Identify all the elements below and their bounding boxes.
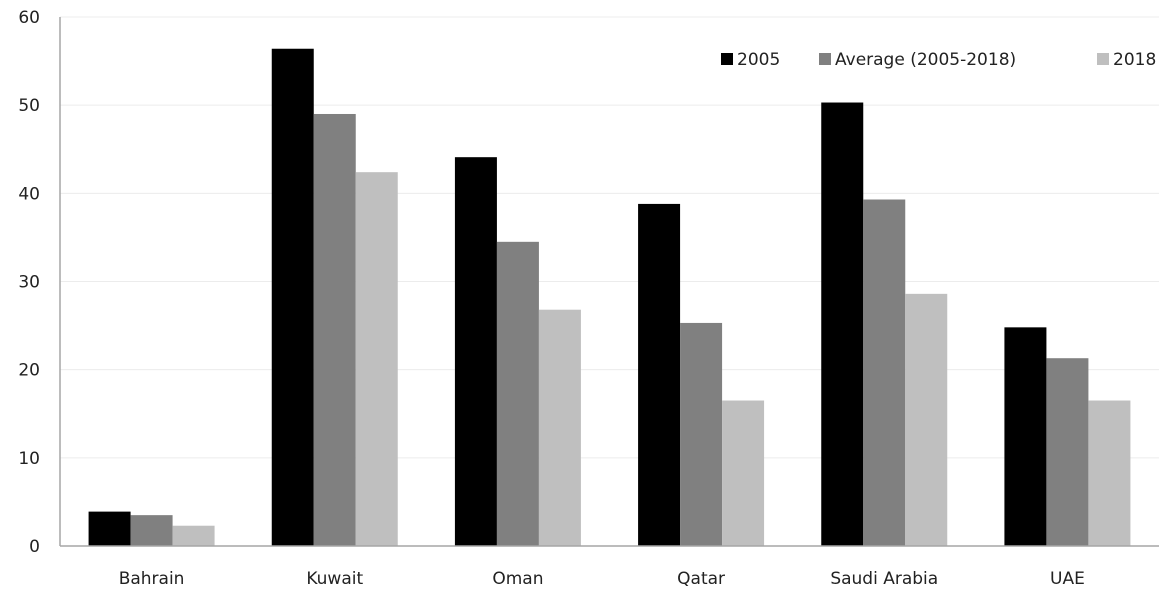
legend-label: Average (2005-2018) [835, 50, 1016, 70]
bar-uae-2 [1088, 400, 1131, 546]
x-tick-label: Qatar [677, 569, 725, 589]
x-tick-labels: Bahrain Kuwait Oman Qatar Saudi Arabia UAE [119, 569, 1085, 589]
bar-kuwait-0 [271, 48, 314, 547]
x-tick-label: Kuwait [306, 569, 363, 589]
bar-uae-1 [1046, 358, 1089, 546]
y-tick-label: 20 [18, 361, 40, 381]
bars [88, 48, 1131, 547]
bar-bahrain-0 [88, 511, 131, 546]
x-tick-label: Oman [492, 569, 543, 589]
y-tick-label: 0 [29, 537, 40, 557]
x-tick-label: UAE [1050, 569, 1085, 589]
y-tick-label: 40 [18, 184, 40, 204]
grid-lines [60, 16, 1159, 459]
bar-saudi-arabia-1 [863, 199, 906, 546]
bar-oman-0 [454, 157, 497, 546]
bar-saudi-arabia-0 [821, 102, 864, 546]
legend-swatch [721, 53, 733, 65]
x-tick-label: Saudi Arabia [830, 569, 938, 589]
legend: 2005 Average (2005-2018) 2018 [721, 50, 1156, 70]
y-tick-label: 50 [18, 96, 40, 116]
y-tick-label: 60 [18, 8, 40, 28]
bar-saudi-arabia-2 [905, 293, 948, 546]
legend-label: 2018 [1113, 50, 1156, 70]
bar-bahrain-1 [130, 515, 173, 546]
bar-kuwait-1 [313, 113, 356, 546]
legend-label: 2005 [737, 50, 780, 70]
bar-oman-1 [496, 241, 539, 546]
bar-oman-2 [538, 309, 581, 546]
y-tick-labels: 0 10 20 30 40 50 60 [18, 8, 40, 557]
legend-swatch [1097, 53, 1109, 65]
bar-qatar-0 [638, 203, 681, 546]
bar-uae-0 [1004, 327, 1047, 546]
legend-swatch [819, 53, 831, 65]
x-tick-label: Bahrain [119, 569, 185, 589]
bar-qatar-1 [680, 322, 723, 546]
bar-bahrain-2 [172, 525, 215, 546]
bar-qatar-2 [722, 400, 765, 546]
y-tick-label: 30 [18, 273, 40, 293]
bar-kuwait-2 [355, 172, 398, 546]
y-tick-label: 10 [18, 449, 40, 469]
